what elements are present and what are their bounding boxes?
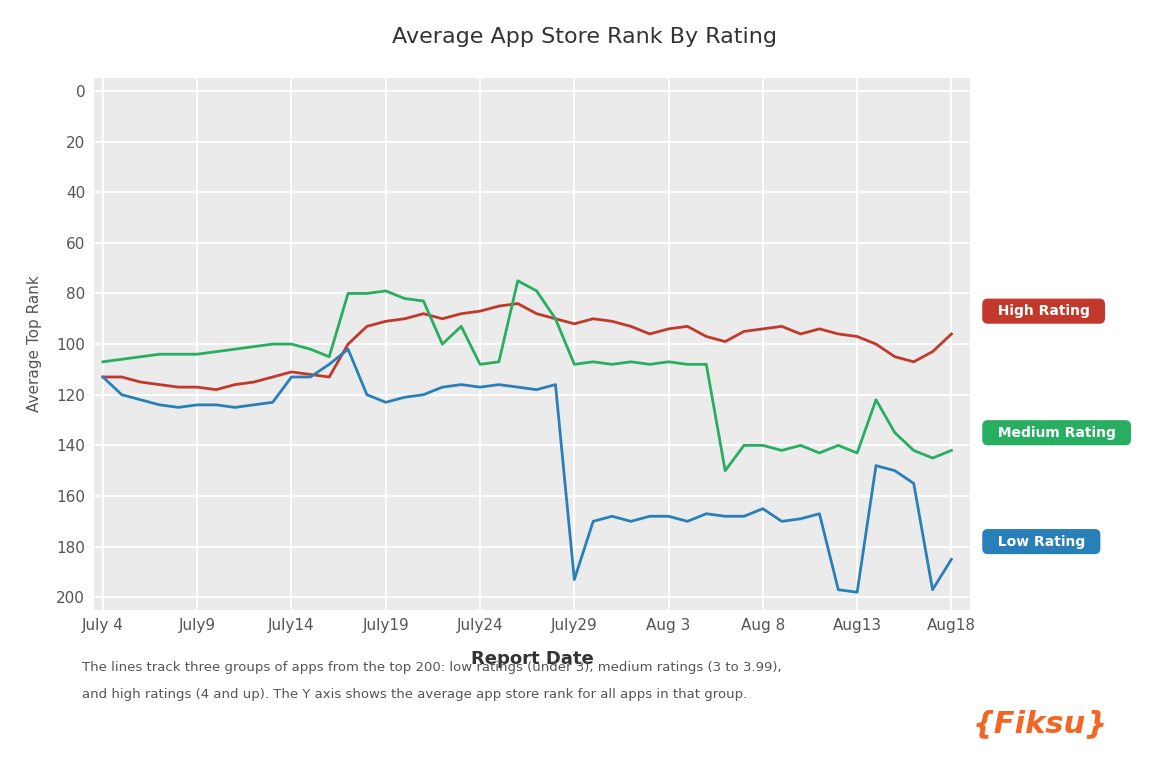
Text: The lines track three groups of apps from the top 200: low ratings (under 3), me: The lines track three groups of apps fro… [82,661,781,674]
Text: {Fiksu}: {Fiksu} [973,708,1108,738]
Text: High Rating: High Rating [988,304,1099,318]
Text: Average App Store Rank By Rating: Average App Store Rank By Rating [392,27,777,48]
Text: Medium Rating: Medium Rating [988,425,1126,439]
Text: and high ratings (4 and up). The Y axis shows the average app store rank for all: and high ratings (4 and up). The Y axis … [82,688,747,701]
Y-axis label: Average Top Rank: Average Top Rank [27,276,42,412]
Text: Low Rating: Low Rating [988,535,1095,549]
X-axis label: Report Date: Report Date [470,650,594,668]
